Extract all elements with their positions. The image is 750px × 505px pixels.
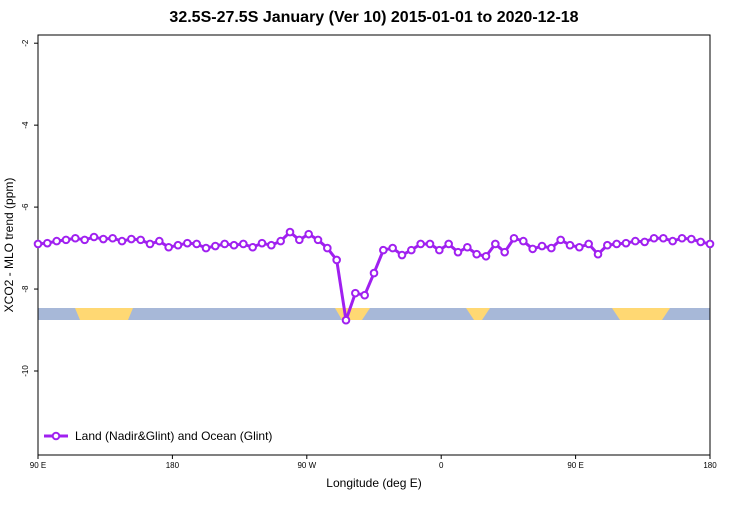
land-segment xyxy=(466,308,490,320)
data-point xyxy=(481,251,491,261)
data-point xyxy=(621,238,631,248)
data-point xyxy=(388,243,397,253)
data-point xyxy=(463,242,472,252)
surface-strip xyxy=(38,308,710,320)
land-segment xyxy=(75,308,133,320)
data-point xyxy=(444,239,453,249)
data-point xyxy=(99,234,108,244)
x-axis-label: Longitude (deg E) xyxy=(326,476,421,490)
data-point xyxy=(239,239,248,249)
data-point xyxy=(640,237,649,247)
data-point xyxy=(472,249,481,259)
data-point xyxy=(341,315,351,325)
data-point xyxy=(248,242,257,252)
y-tick-label: -6 xyxy=(21,203,30,211)
data-point xyxy=(696,237,705,247)
data-point xyxy=(435,245,444,255)
data-point xyxy=(173,240,183,250)
data-point xyxy=(705,239,715,249)
x-tick-label: 0 xyxy=(439,461,444,470)
data-point xyxy=(677,233,687,243)
data-point xyxy=(192,239,201,249)
data-point xyxy=(649,233,659,243)
land-segment xyxy=(612,308,670,320)
y-axis-label: XCO2 - MLO trend (ppm) xyxy=(2,178,16,313)
data-point xyxy=(33,239,43,249)
x-tick-label: 180 xyxy=(166,461,180,470)
data-point xyxy=(220,239,229,249)
data-point xyxy=(593,249,603,259)
data-point xyxy=(108,233,117,243)
data-point xyxy=(397,250,407,260)
x-tick-label: 90 W xyxy=(297,461,316,470)
data-point xyxy=(285,227,295,237)
data-point xyxy=(117,236,127,246)
x-tick-label: 90 E xyxy=(567,461,583,470)
data-point xyxy=(575,242,584,252)
data-point xyxy=(61,235,71,245)
x-tick-label: 180 xyxy=(703,461,717,470)
data-point xyxy=(201,243,211,253)
data-point xyxy=(687,234,696,244)
data-point xyxy=(425,239,435,249)
data-point xyxy=(631,236,640,246)
data-point xyxy=(491,239,500,249)
data-point xyxy=(304,229,313,239)
data-point xyxy=(528,244,537,254)
data-point xyxy=(603,240,612,250)
y-tick-label: -4 xyxy=(21,121,30,129)
data-point xyxy=(80,235,89,245)
data-point xyxy=(211,241,220,251)
y-tick-label: -8 xyxy=(21,285,30,293)
data-point xyxy=(295,235,304,245)
data-point xyxy=(519,236,528,246)
data-point xyxy=(416,239,425,249)
chart-title: 32.5S-27.5S January (Ver 10) 2015-01-01 … xyxy=(169,9,578,26)
data-point xyxy=(229,240,239,250)
data-point xyxy=(379,245,388,255)
data-point xyxy=(183,238,192,248)
data-point xyxy=(136,235,145,245)
data-point xyxy=(547,243,556,253)
data-point xyxy=(360,290,369,300)
data-point xyxy=(565,240,575,250)
data-point xyxy=(612,239,621,249)
y-tick-label: -10 xyxy=(21,365,30,377)
data-point xyxy=(668,236,677,246)
data-point xyxy=(155,236,164,246)
data-point xyxy=(89,232,99,242)
data-point xyxy=(407,245,416,255)
data-point xyxy=(71,233,80,243)
data-point xyxy=(369,268,379,278)
data-point xyxy=(323,243,332,253)
data-point xyxy=(537,241,547,251)
data-point xyxy=(43,238,52,248)
y-tick-label: -2 xyxy=(21,39,30,47)
data-point xyxy=(257,238,267,248)
data-point xyxy=(556,235,565,245)
data-point xyxy=(659,233,668,243)
data-point xyxy=(127,234,136,244)
data-point xyxy=(267,240,276,250)
data-point xyxy=(164,242,173,252)
data-point xyxy=(332,255,341,265)
data-point xyxy=(509,233,519,243)
data-point xyxy=(351,288,360,298)
data-point xyxy=(52,236,61,246)
data-point xyxy=(276,236,285,246)
legend-marker xyxy=(51,431,61,441)
data-point xyxy=(453,247,463,257)
data-point xyxy=(500,247,509,257)
data-point xyxy=(145,239,155,249)
data-point xyxy=(313,235,323,245)
x-tick-label: 90 E xyxy=(30,461,46,470)
data-point xyxy=(584,239,593,249)
ocean-strip xyxy=(38,308,710,320)
legend-label: Land (Nadir&Glint) and Ocean (Glint) xyxy=(75,429,272,443)
